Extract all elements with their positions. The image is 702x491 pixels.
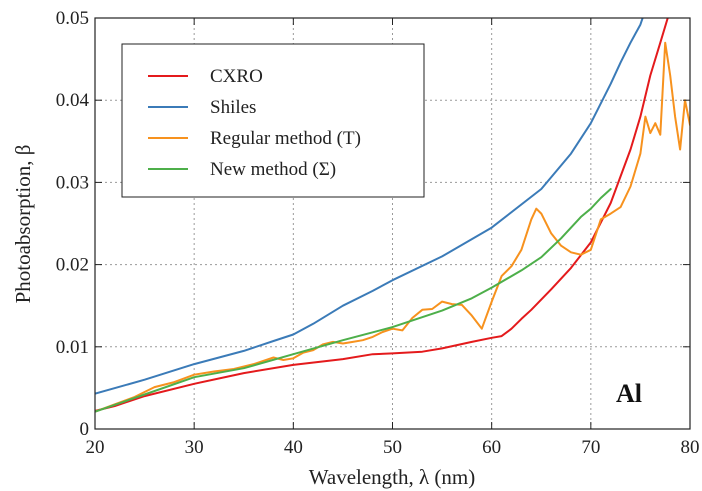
x-tick-label: 40 [284,437,303,458]
legend-label-shiles: Shiles [210,97,256,118]
legend-label-cxro: CXRO [210,66,263,87]
legend-label-regular-method-t: Regular method (T) [210,128,361,149]
panel-label-al: Al [616,379,642,408]
y-axis-label: Photoabsorption, β [11,145,35,304]
series-line-cxro [95,18,669,412]
x-tick-label: 80 [681,437,700,458]
series-line-new-method [95,188,612,413]
series-line-shiles [95,18,644,395]
y-tick-label: 0.01 [56,337,89,358]
y-tick-labels: 0 0.01 0.02 0.03 0.04 0.05 [56,8,90,440]
x-tick-label: 60 [482,437,501,458]
grid-lines [95,18,690,429]
y-tick-label: 0.04 [56,90,90,111]
y-tick-label: 0.03 [56,172,89,193]
x-axis-label: Wavelength, λ (nm) [309,465,476,489]
y-tick-label: 0 [80,419,90,440]
x-tick-label: 70 [581,437,600,458]
x-tick-label: 20 [86,437,105,458]
legend: CXRO Shiles Regular method (T) New method (… [121,43,425,198]
x-tick-label: 30 [185,437,204,458]
axis-ticks [94,17,691,430]
legend-label-new-method: New method (Σ) [210,159,336,180]
x-tick-labels: 20 30 40 50 60 70 80 [86,437,700,458]
y-tick-label: 0.02 [56,255,89,276]
x-tick-label: 50 [383,437,402,458]
y-tick-label: 0.05 [56,8,89,29]
legend-box [121,43,425,198]
series-lines [95,18,690,413]
